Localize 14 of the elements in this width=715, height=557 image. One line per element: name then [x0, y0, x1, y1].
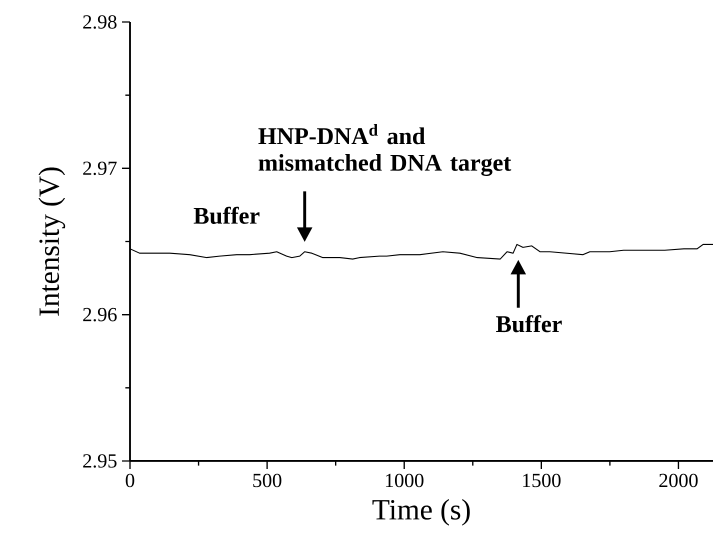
- x-tick-label: 0: [126, 474, 134, 488]
- annotation: HNP-DNA$^{d}$ and mismatched DNA target: [258, 124, 512, 176]
- x-tick-label: 1000: [386, 474, 424, 488]
- y-tick-label: 2.97: [83, 162, 117, 176]
- x-tick-label: 1500: [523, 474, 561, 488]
- x-tick-label: 500: [253, 474, 282, 488]
- x-axis-title: Time (s): [372, 499, 470, 526]
- annotation: Buffer: [194, 206, 260, 224]
- x-tick-label: 2000: [659, 474, 698, 488]
- annotation: Buffer: [496, 315, 562, 332]
- y-tick-label: 2.95: [83, 454, 117, 468]
- y-axis-title: Intensity (V): [38, 167, 66, 316]
- y-tick-label: 2.96: [83, 308, 117, 322]
- y-tick-label: 2.98: [83, 15, 117, 29]
